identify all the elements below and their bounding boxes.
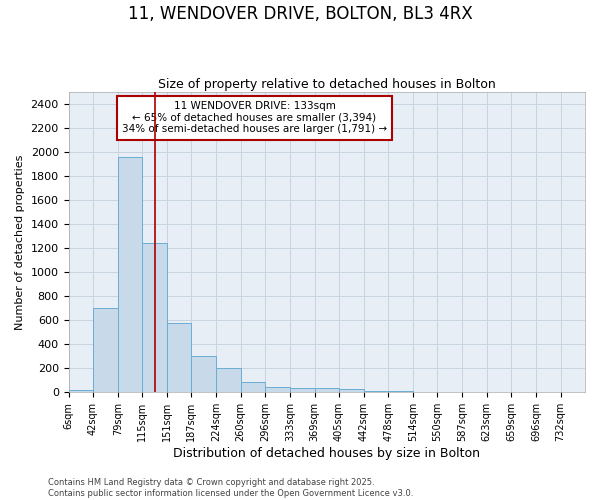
- Bar: [68, 390, 93, 392]
- Bar: [142, 244, 167, 392]
- Bar: [265, 387, 290, 392]
- Bar: [216, 368, 241, 392]
- Bar: [339, 388, 364, 392]
- Bar: [314, 388, 339, 392]
- Bar: [93, 308, 118, 392]
- Text: Contains HM Land Registry data © Crown copyright and database right 2025.
Contai: Contains HM Land Registry data © Crown c…: [48, 478, 413, 498]
- Bar: [241, 382, 265, 392]
- Text: 11, WENDOVER DRIVE, BOLTON, BL3 4RX: 11, WENDOVER DRIVE, BOLTON, BL3 4RX: [128, 5, 472, 23]
- Y-axis label: Number of detached properties: Number of detached properties: [15, 154, 25, 330]
- Bar: [388, 391, 413, 392]
- Bar: [290, 388, 314, 392]
- X-axis label: Distribution of detached houses by size in Bolton: Distribution of detached houses by size …: [173, 447, 480, 460]
- Bar: [364, 390, 388, 392]
- Bar: [167, 324, 191, 392]
- Title: Size of property relative to detached houses in Bolton: Size of property relative to detached ho…: [158, 78, 496, 91]
- Bar: [118, 157, 142, 392]
- Text: 11 WENDOVER DRIVE: 133sqm
← 65% of detached houses are smaller (3,394)
34% of se: 11 WENDOVER DRIVE: 133sqm ← 65% of detac…: [122, 101, 387, 134]
- Bar: [191, 356, 216, 393]
